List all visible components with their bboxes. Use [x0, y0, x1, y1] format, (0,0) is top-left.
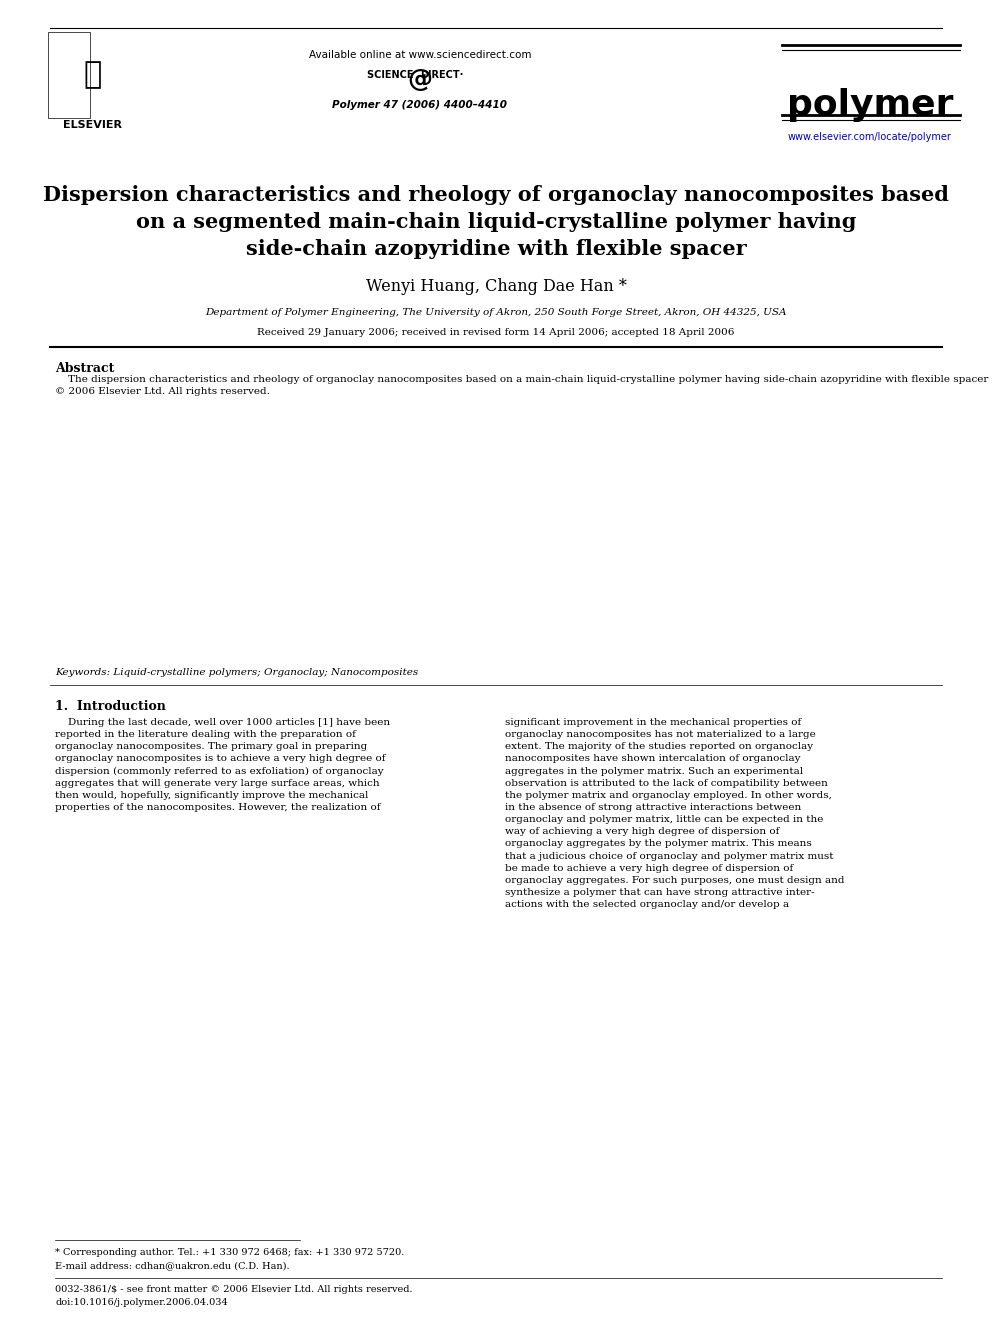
- Text: 1.  Introduction: 1. Introduction: [55, 700, 166, 713]
- Text: Available online at www.sciencedirect.com: Available online at www.sciencedirect.co…: [309, 50, 532, 60]
- Text: DIRECT·: DIRECT·: [420, 70, 463, 79]
- Text: doi:10.1016/j.polymer.2006.04.034: doi:10.1016/j.polymer.2006.04.034: [55, 1298, 228, 1307]
- Text: 🌿: 🌿: [84, 61, 102, 90]
- Text: significant improvement in the mechanical properties of
organoclay nanocomposite: significant improvement in the mechanica…: [505, 718, 844, 909]
- Text: Wenyi Huang, Chang Dae Han *: Wenyi Huang, Chang Dae Han *: [366, 278, 626, 295]
- Text: Department of Polymer Engineering, The University of Akron, 250 South Forge Stre: Department of Polymer Engineering, The U…: [205, 308, 787, 318]
- Text: ELSEVIER: ELSEVIER: [63, 120, 122, 130]
- Text: SCIENCE: SCIENCE: [367, 70, 420, 79]
- Text: on a segmented main-chain liquid-crystalline polymer having: on a segmented main-chain liquid-crystal…: [136, 212, 856, 232]
- Text: Abstract: Abstract: [55, 363, 114, 374]
- Text: www.elsevier.com/locate/polymer: www.elsevier.com/locate/polymer: [788, 132, 952, 142]
- Text: The dispersion characteristics and rheology of organoclay nanocomposites based o: The dispersion characteristics and rheol…: [55, 374, 992, 396]
- Text: Dispersion characteristics and rheology of organoclay nanocomposites based: Dispersion characteristics and rheology …: [43, 185, 949, 205]
- Text: polymer: polymer: [787, 89, 953, 122]
- Text: Polymer 47 (2006) 4400–4410: Polymer 47 (2006) 4400–4410: [332, 101, 508, 110]
- Text: side-chain azopyridine with flexible spacer: side-chain azopyridine with flexible spa…: [246, 239, 746, 259]
- Text: Keywords: Liquid-crystalline polymers; Organoclay; Nanocomposites: Keywords: Liquid-crystalline polymers; O…: [55, 668, 419, 677]
- Text: Received 29 January 2006; received in revised form 14 April 2006; accepted 18 Ap: Received 29 January 2006; received in re…: [257, 328, 735, 337]
- Text: * Corresponding author. Tel.: +1 330 972 6468; fax: +1 330 972 5720.: * Corresponding author. Tel.: +1 330 972…: [55, 1248, 405, 1257]
- Text: 0032-3861/$ - see front matter © 2006 Elsevier Ltd. All rights reserved.: 0032-3861/$ - see front matter © 2006 El…: [55, 1285, 413, 1294]
- FancyBboxPatch shape: [48, 32, 90, 118]
- Text: E-mail address: cdhan@uakron.edu (C.D. Han).: E-mail address: cdhan@uakron.edu (C.D. H…: [55, 1261, 290, 1270]
- Text: During the last decade, well over 1000 articles [1] have been
reported in the li: During the last decade, well over 1000 a…: [55, 718, 390, 812]
- Text: @: @: [408, 67, 433, 93]
